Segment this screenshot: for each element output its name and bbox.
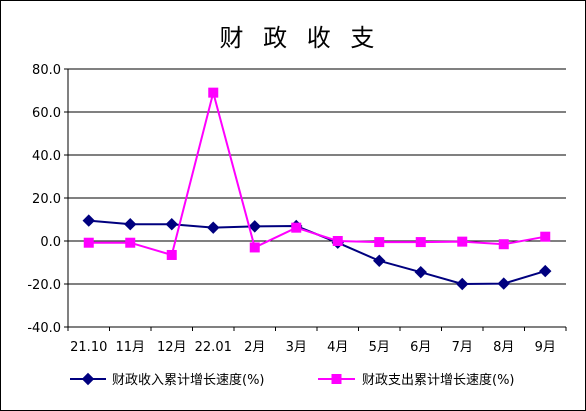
- data-point: [291, 222, 302, 233]
- chart-title: 财 政 收 支: [220, 24, 381, 52]
- series-line: [88, 88, 546, 257]
- series-layer: [82, 87, 552, 291]
- data-point: [165, 218, 178, 231]
- x-tick-label: 11月: [115, 340, 145, 355]
- x-tick-label: 21.10: [70, 340, 107, 355]
- x-tick-label: 4月: [327, 340, 348, 355]
- x-tick-label: 8月: [493, 340, 514, 355]
- data-point: [248, 220, 261, 233]
- x-tick-label: 6月: [410, 340, 431, 355]
- y-tick-label: 20.0: [32, 192, 61, 207]
- legend-label: 财政支出累计增长速度(%): [362, 372, 515, 388]
- data-point: [498, 239, 509, 250]
- data-point: [414, 265, 427, 279]
- x-tick-label: 22.01: [195, 340, 232, 355]
- data-point: [166, 249, 177, 260]
- data-point: [83, 237, 94, 248]
- y-tick-label: -40.0: [27, 321, 61, 336]
- data-point: [124, 218, 137, 231]
- data-point: [540, 231, 551, 242]
- data-point: [373, 254, 386, 267]
- data-point: [539, 264, 552, 278]
- series-line: [88, 219, 546, 286]
- x-tick-label: 9月: [535, 340, 556, 355]
- x-tick-label: 3月: [286, 340, 307, 355]
- data-point: [456, 277, 469, 291]
- series-2: [83, 87, 551, 260]
- x-tick-label: 2月: [244, 340, 265, 355]
- y-tick-label: 0.0: [40, 235, 61, 250]
- series-1: [82, 214, 552, 291]
- y-tick-label: 60.0: [32, 106, 61, 121]
- data-point: [125, 237, 136, 248]
- legend-item: 财政支出累计增长速度(%): [318, 372, 515, 388]
- legend-marker: [81, 372, 95, 386]
- legend: 财政收入累计增长速度(%) 财政支出累计增长速度(%): [70, 372, 515, 388]
- y-tick-label: 80.0: [32, 63, 61, 78]
- data-point: [374, 237, 385, 248]
- data-point: [457, 236, 468, 247]
- gridlines: [68, 68, 566, 328]
- legend-item: 财政收入累计增长速度(%): [70, 372, 265, 388]
- data-point: [208, 87, 219, 98]
- x-tick-label: 7月: [452, 340, 473, 355]
- y-tick-label: 40.0: [32, 149, 61, 164]
- x-tick-label: 5月: [369, 340, 390, 355]
- data-point: [332, 236, 343, 246]
- data-point: [415, 237, 426, 248]
- data-point: [207, 221, 220, 234]
- data-point: [497, 277, 510, 290]
- legend-label: 财政收入累计增长速度(%): [112, 372, 265, 388]
- y-tick-label: -20.0: [27, 278, 61, 293]
- x-tick-label: 12月: [157, 340, 187, 355]
- legend-marker: [331, 374, 342, 384]
- data-point: [82, 214, 95, 227]
- data-point: [249, 242, 260, 253]
- axes: 80.0 60.0 40.0 20.0 0.0 -20.0 -40.0 21.10 11月 12月…: [27, 63, 567, 355]
